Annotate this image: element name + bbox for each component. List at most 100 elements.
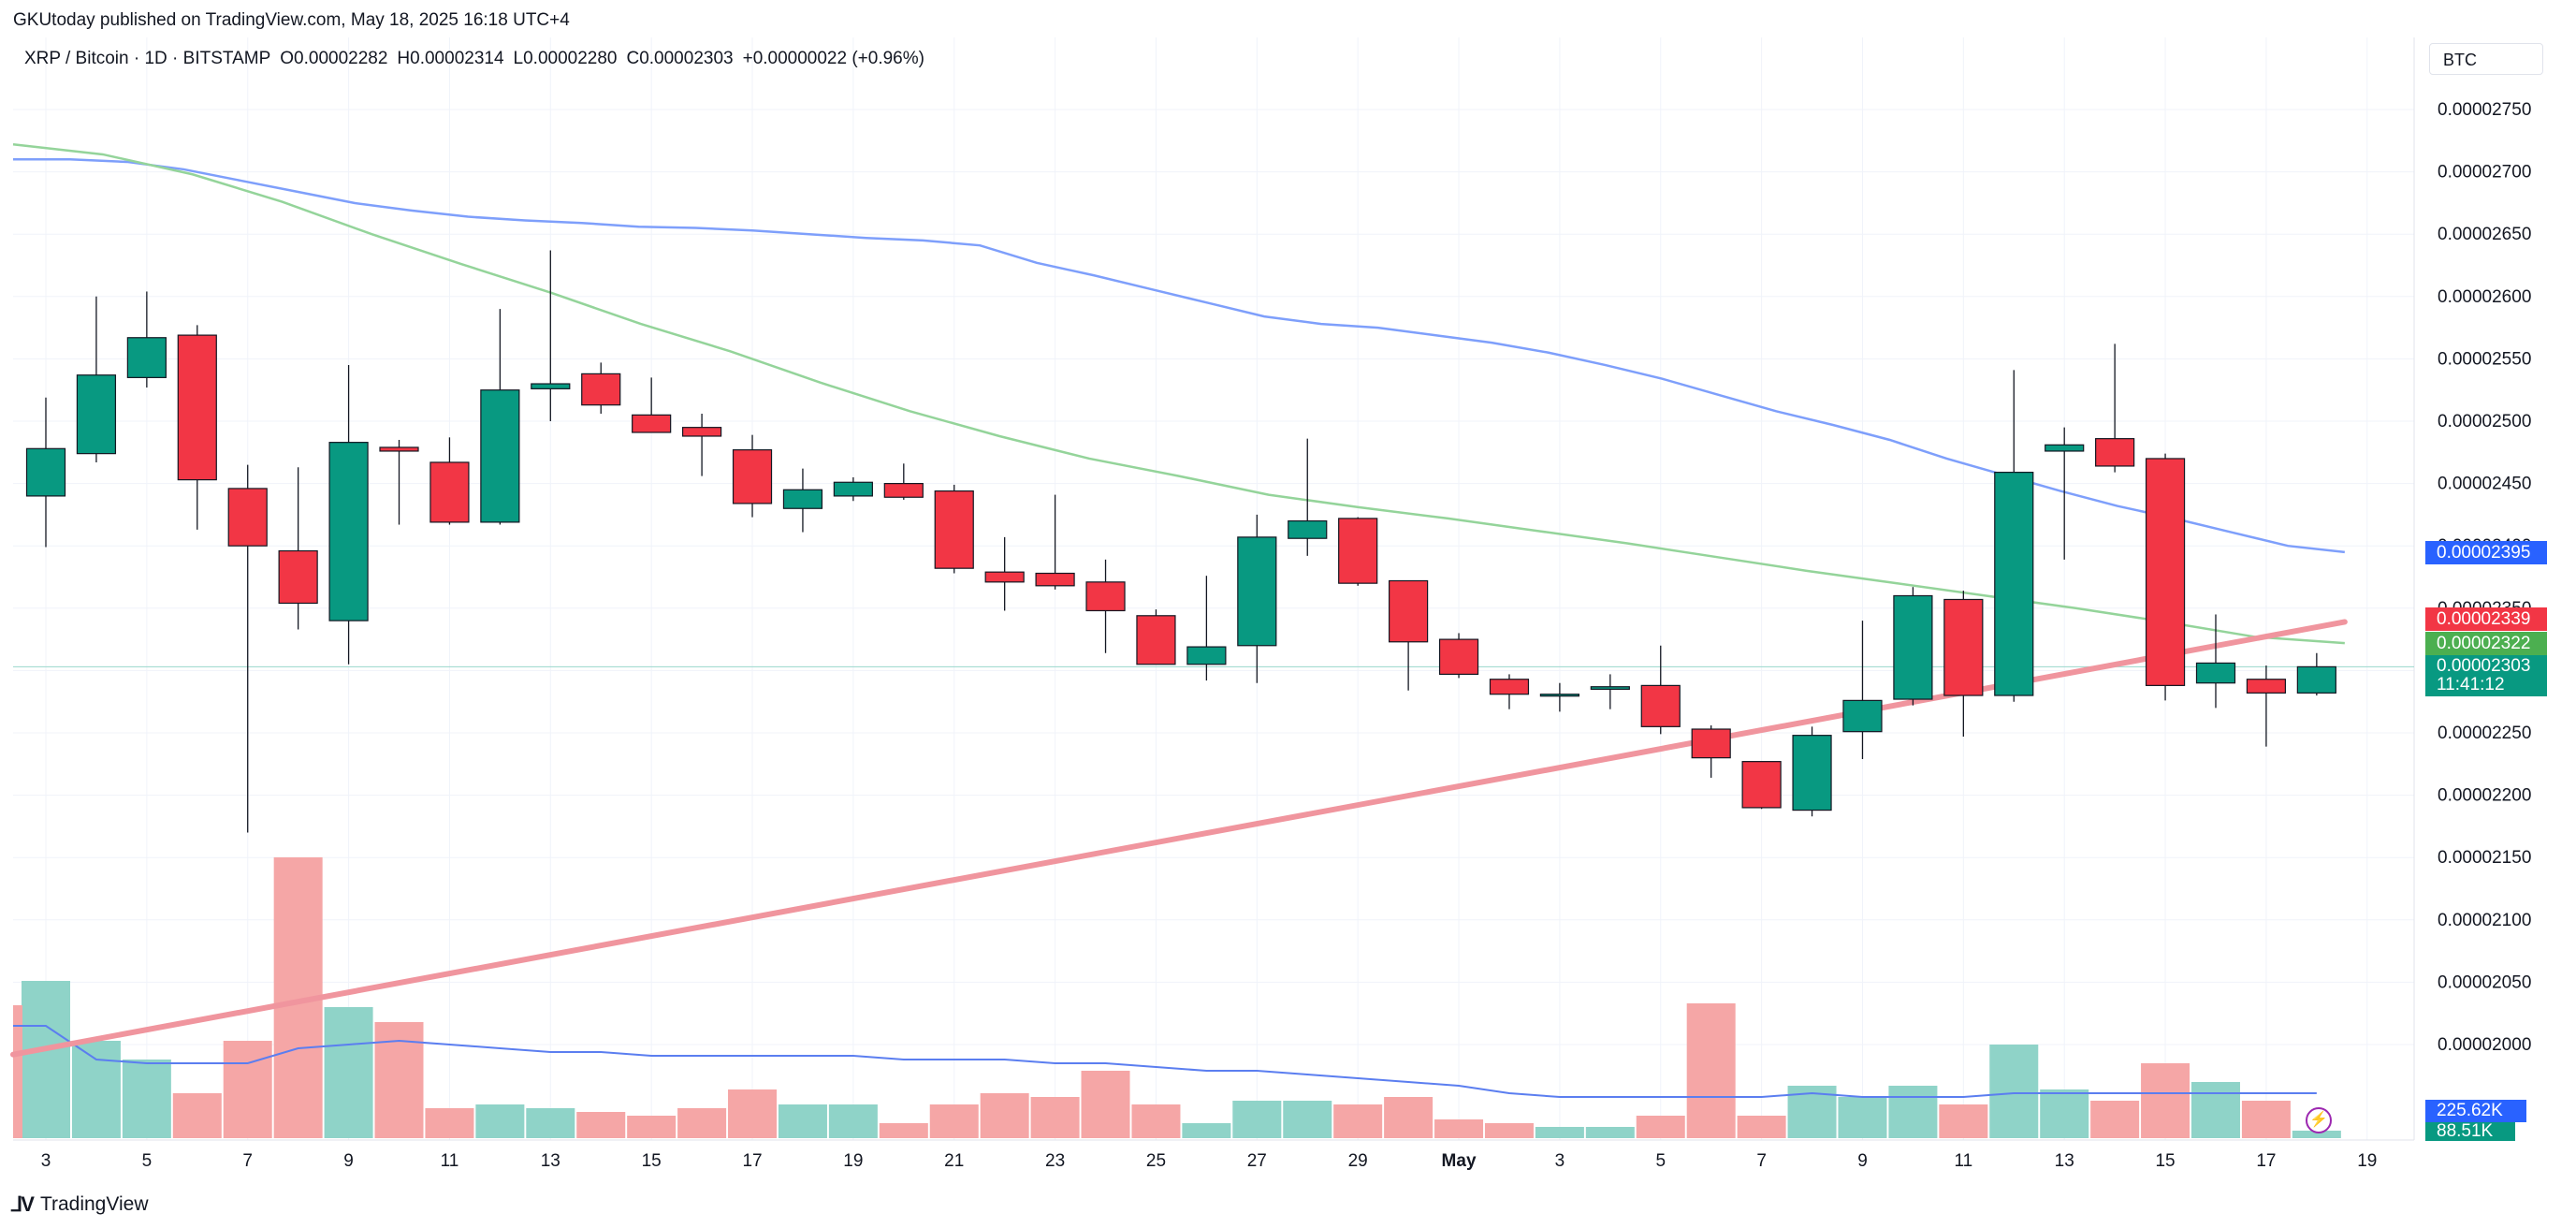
candle bbox=[480, 309, 520, 525]
ohlc-change: +0.00000022 (+0.96%) bbox=[742, 49, 924, 68]
volume-bar bbox=[778, 1104, 827, 1138]
price-tick-label: 0.00002050 bbox=[2438, 972, 2531, 992]
time-tick-label: 11 bbox=[1954, 1151, 1972, 1171]
volume-bar bbox=[172, 1093, 222, 1138]
volume-bar bbox=[2292, 1131, 2341, 1138]
volume-bar bbox=[374, 1022, 424, 1138]
candle-body bbox=[1186, 646, 1227, 665]
candle bbox=[126, 291, 167, 388]
volume-ma-tag: 225.62K bbox=[2425, 1100, 2526, 1122]
candle-body bbox=[632, 414, 672, 433]
candle bbox=[1691, 725, 1731, 778]
candle-body bbox=[531, 383, 571, 389]
volume-bar bbox=[425, 1108, 474, 1138]
volume-bar bbox=[1434, 1119, 1484, 1138]
time-tick-label: 3 bbox=[1555, 1151, 1565, 1171]
time-tick-label: May bbox=[1442, 1151, 1477, 1171]
candle bbox=[76, 296, 117, 462]
candle-body bbox=[1288, 519, 1328, 539]
candle-body bbox=[1893, 594, 1933, 700]
candle-body bbox=[1994, 472, 2034, 696]
volume-bar bbox=[1888, 1086, 1938, 1138]
tv-logo-icon: ⅃V bbox=[11, 1192, 35, 1216]
symbol-title[interactable]: XRP / Bitcoin · 1D · BITSTAMP bbox=[24, 49, 271, 68]
bar-countdown: 11:41:12 bbox=[2437, 675, 2505, 694]
candle-body bbox=[2095, 438, 2135, 467]
volume-bar bbox=[1989, 1045, 2039, 1138]
candle-body bbox=[177, 334, 217, 481]
time-tick-label: 19 bbox=[843, 1151, 863, 1171]
candle-body bbox=[1237, 536, 1277, 647]
candle-body bbox=[2195, 662, 2236, 684]
time-tick-label: 5 bbox=[1655, 1151, 1666, 1171]
time-tick-label: 5 bbox=[142, 1151, 153, 1171]
candle bbox=[732, 434, 773, 518]
candle-body bbox=[2296, 665, 2336, 694]
candle bbox=[1590, 674, 1630, 709]
trendline-price-tag: 0.00002339 bbox=[2425, 607, 2547, 631]
candlestick-series bbox=[25, 250, 2336, 833]
volume-pane bbox=[13, 857, 2341, 1138]
ma-green-price-tag: 0.00002322 bbox=[2425, 632, 2547, 655]
volume-bar bbox=[2141, 1063, 2190, 1138]
volume-bar bbox=[576, 1112, 626, 1138]
time-tick-label: 7 bbox=[1756, 1151, 1767, 1171]
volume-bar bbox=[929, 1104, 979, 1138]
candle-body bbox=[227, 488, 268, 547]
time-tick-label: 15 bbox=[2155, 1151, 2175, 1171]
candle bbox=[2095, 344, 2135, 473]
candle bbox=[2145, 453, 2186, 701]
candle-body bbox=[984, 571, 1025, 583]
price-axis: 0.00002000 0.00002050 0.00002100 0.00002150… bbox=[2438, 100, 2531, 1055]
price-tick-label: 0.00002450 bbox=[2438, 475, 2531, 494]
currency-selector[interactable]: BTC bbox=[2429, 43, 2543, 75]
candle bbox=[782, 468, 823, 533]
lightning-alert-icon[interactable]: ⚡ bbox=[2306, 1107, 2332, 1133]
volume-bar bbox=[13, 1005, 22, 1138]
candle bbox=[328, 365, 369, 665]
ohlc-low: L0.00002280 bbox=[513, 49, 618, 68]
volume-bar bbox=[1131, 1104, 1181, 1138]
time-tick-label: 23 bbox=[1045, 1151, 1065, 1171]
candle-body bbox=[1085, 581, 1126, 612]
volume-bar bbox=[2090, 1101, 2140, 1138]
candle bbox=[1792, 726, 1832, 817]
volume-bar bbox=[1939, 1104, 1988, 1138]
candle-body bbox=[2145, 458, 2186, 686]
candle bbox=[429, 437, 470, 525]
time-tick-label: 9 bbox=[343, 1151, 354, 1171]
time-tick-label: 7 bbox=[242, 1151, 253, 1171]
candle-body bbox=[833, 481, 873, 497]
volume-bar bbox=[526, 1108, 575, 1138]
volume-bar bbox=[324, 1007, 373, 1138]
candle-body bbox=[480, 389, 520, 523]
candle-body bbox=[1035, 572, 1075, 587]
candle bbox=[1288, 438, 1328, 556]
volume-bar bbox=[2241, 1101, 2291, 1138]
ohlc-high: H0.00002314 bbox=[397, 49, 504, 68]
volume-bar bbox=[22, 981, 70, 1138]
volume-bar bbox=[1737, 1116, 1786, 1138]
ohlc-open: O0.00002282 bbox=[280, 49, 388, 68]
price-tick-label: 0.00002250 bbox=[2438, 724, 2531, 743]
candle-body bbox=[1590, 686, 1630, 690]
chart-grid bbox=[13, 37, 2415, 1141]
time-tick-label: 11 bbox=[441, 1151, 459, 1171]
candle bbox=[2246, 665, 2287, 747]
tradingview-logo[interactable]: ⅃V TradingView bbox=[11, 1191, 149, 1218]
time-tick-label: 3 bbox=[41, 1151, 51, 1171]
candle-body bbox=[1438, 638, 1479, 675]
time-tick-label: 9 bbox=[1857, 1151, 1868, 1171]
candle bbox=[833, 476, 873, 502]
candle-body bbox=[278, 549, 318, 605]
time-tick-label: 27 bbox=[1247, 1151, 1267, 1171]
candle-body bbox=[1842, 699, 1883, 733]
candle bbox=[681, 414, 722, 476]
price-tick-label: 0.00002200 bbox=[2438, 786, 2531, 806]
candle-body bbox=[1943, 598, 1984, 696]
candle bbox=[1136, 609, 1176, 665]
time-tick-label: 21 bbox=[944, 1151, 964, 1171]
candle bbox=[1893, 587, 1933, 706]
candle bbox=[25, 397, 66, 548]
